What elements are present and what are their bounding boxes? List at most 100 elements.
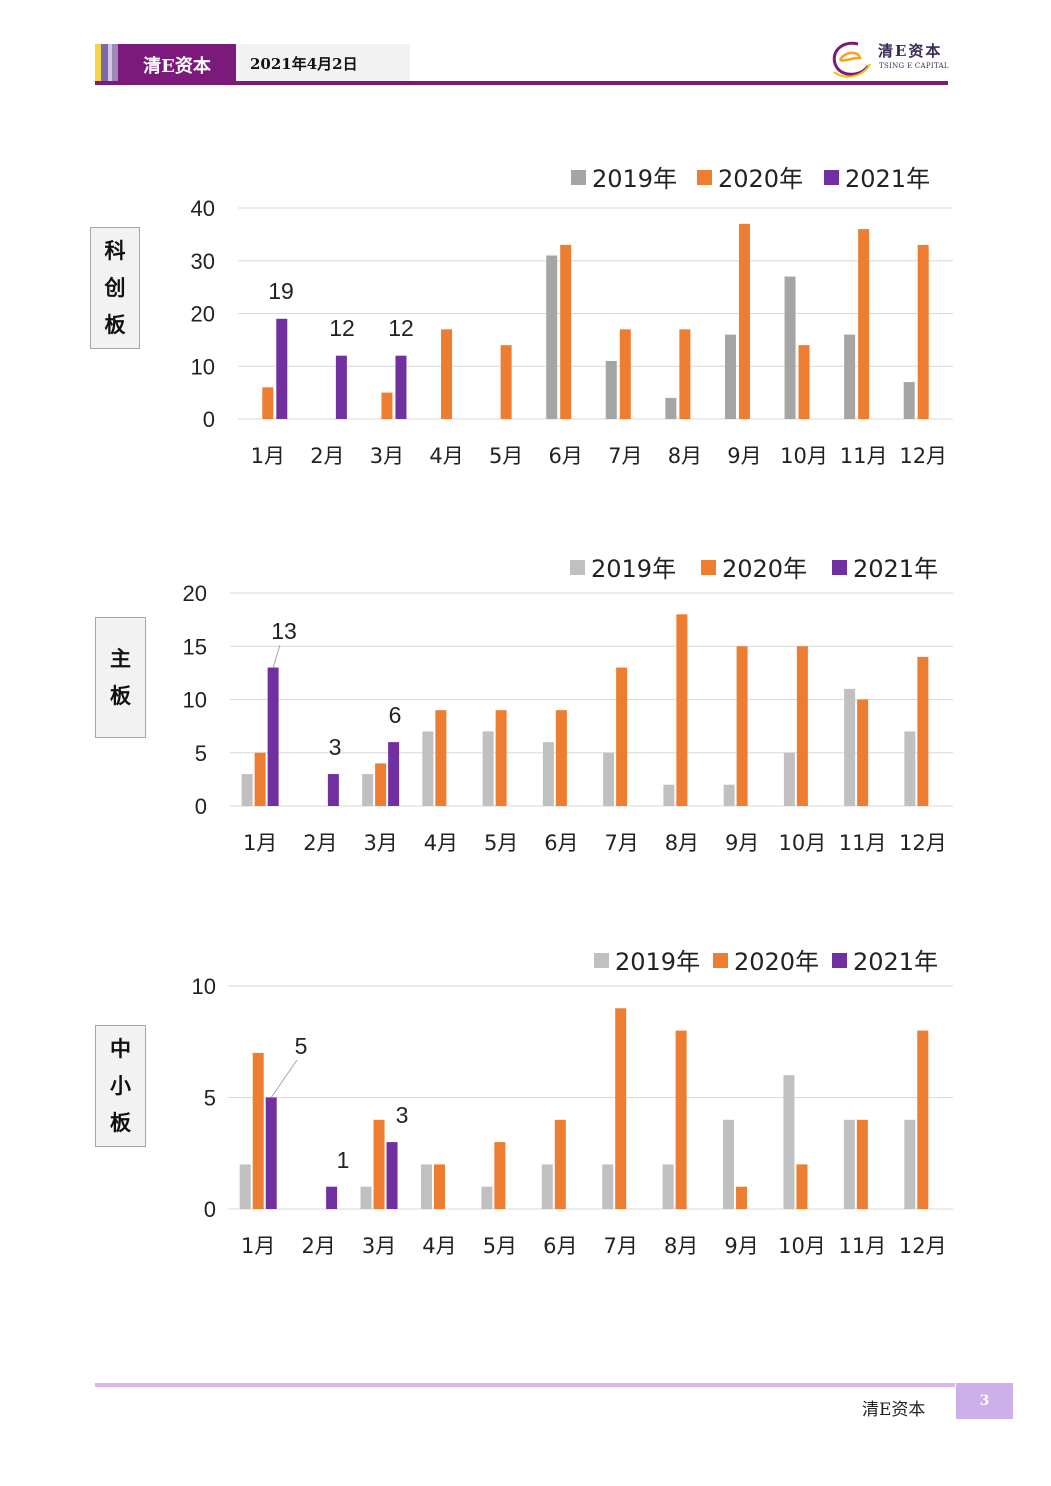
bar-2021-1 [267, 667, 279, 806]
side-label-char: 创 [104, 275, 126, 300]
bar-2020-5 [494, 1142, 506, 1209]
bar-2019-10 [784, 276, 796, 419]
bar-2019-8 [663, 784, 675, 806]
x-tick-label: 10月 [778, 1234, 826, 1258]
x-tick-label: 8月 [665, 831, 699, 855]
bar-2020-8 [679, 329, 691, 419]
footer-brand: 清E资本 [862, 1400, 926, 1420]
data-label: 12 [388, 315, 414, 341]
label-leader-line [272, 644, 281, 668]
y-tick-label: 0 [203, 407, 215, 432]
chart-star-market: 0 10 20 30 40 1月 2月 3月 4月 5月 6月 7月 8月 9月 10月 11月 12月 19 12… [191, 165, 953, 468]
header-date: 2021年4月2日 [236, 44, 410, 82]
legend-label: 2020年 [718, 165, 803, 193]
bar-2019-12 [904, 731, 916, 806]
bar-2019-10 [783, 1075, 795, 1209]
x-tick-label: 8月 [664, 1234, 698, 1258]
bar-2019-4 [420, 1164, 432, 1209]
bar-2019-9 [724, 334, 736, 419]
bar-2020-10 [798, 345, 810, 419]
bar-2020-4 [433, 1164, 445, 1209]
bar-2021-1 [276, 318, 288, 419]
legend-swatch [832, 560, 847, 575]
label-leader-line [270, 1059, 298, 1098]
bar-2020-7 [619, 329, 631, 419]
legend-swatch [824, 170, 839, 185]
x-tick-label: 4月 [424, 831, 458, 855]
bar-2020-1 [254, 752, 266, 806]
y-tick-label: 5 [204, 1086, 216, 1111]
bar-2020-5 [500, 345, 512, 419]
legend-swatch [571, 170, 586, 185]
bar-2019-8 [662, 1164, 674, 1209]
bar-2020-4 [441, 329, 453, 419]
bar-2021-3 [395, 355, 407, 419]
bar-2020-10 [796, 646, 808, 806]
legend-swatch [713, 953, 728, 968]
accent-bar-yellow [95, 44, 101, 85]
legend-label: 2021年 [853, 948, 938, 976]
legend-label: 2019年 [592, 165, 677, 193]
x-tick-label: 11月 [839, 1234, 887, 1258]
bar-2019-7 [603, 752, 615, 806]
x-tick-label: 7月 [608, 444, 642, 468]
bar-2020-12 [917, 244, 929, 419]
x-tick-label: 12月 [899, 444, 947, 468]
bar-2020-11 [857, 699, 869, 806]
bar-2020-7 [616, 667, 628, 806]
x-tick-label: 3月 [362, 1234, 396, 1258]
bar-2021-1 [265, 1097, 277, 1209]
side-label-char: 小 [110, 1073, 131, 1098]
bar-2019-6 [541, 1164, 553, 1209]
bar-2021-3 [388, 742, 400, 806]
side-label-char: 科 [104, 238, 126, 263]
x-tick-label: 3月 [363, 831, 397, 855]
bar-2019-4 [422, 731, 434, 806]
x-tick-label: 5月 [484, 831, 518, 855]
bar-2020-6 [560, 244, 572, 419]
bar-2021-2 [327, 774, 339, 806]
x-tick-label: 2月 [303, 831, 337, 855]
bar-2020-3 [373, 1119, 385, 1209]
legend-swatch [570, 560, 585, 575]
bar-2019-1 [241, 774, 253, 806]
legend-label: 2020年 [722, 555, 807, 583]
bar-2019-9 [723, 1119, 735, 1209]
y-tick-label: 40 [191, 196, 215, 221]
x-tick-label: 2月 [301, 1234, 335, 1258]
x-tick-label: 1月 [243, 831, 277, 855]
bar-2020-9 [736, 1186, 748, 1209]
y-tick-label: 20 [191, 302, 215, 327]
bar-2019-9 [723, 784, 735, 806]
bar-2019-7 [605, 360, 617, 419]
x-tick-label: 2月 [310, 444, 344, 468]
bar-2020-3 [381, 392, 393, 419]
legend-swatch [594, 953, 609, 968]
legend-swatch [701, 560, 716, 575]
x-tick-label: 1月 [251, 444, 285, 468]
legend-label: 2019年 [615, 948, 700, 976]
bar-2020-10 [796, 1164, 808, 1209]
data-label: 5 [295, 1033, 308, 1059]
y-tick-label: 10 [192, 974, 216, 999]
y-tick-label: 15 [183, 634, 207, 659]
data-label: 12 [329, 315, 355, 341]
bar-2019-1 [239, 1164, 251, 1209]
chart-main-board: 0 5 10 15 20 1月 2月 3月 4月 5月 6月 7月 8月 9月 10月 11月 12月 13 3 6 2… [183, 555, 953, 855]
accent-bar-gray [112, 44, 118, 85]
side-label-char: 板 [110, 683, 131, 708]
y-tick-label: 30 [191, 249, 215, 274]
x-tick-label: 8月 [668, 444, 702, 468]
page-number: 3 [956, 1383, 1013, 1419]
tsing-e-logo-icon [832, 41, 871, 78]
footer-divider [95, 1383, 955, 1387]
bar-2019-12 [903, 382, 915, 419]
x-tick-label: 7月 [604, 831, 638, 855]
legend-label: 2021年 [845, 165, 930, 193]
x-tick-label: 3月 [370, 444, 404, 468]
y-tick-label: 5 [195, 741, 207, 766]
bar-2020-8 [676, 614, 688, 806]
x-tick-label: 9月 [725, 831, 759, 855]
bar-2020-8 [675, 1030, 687, 1209]
